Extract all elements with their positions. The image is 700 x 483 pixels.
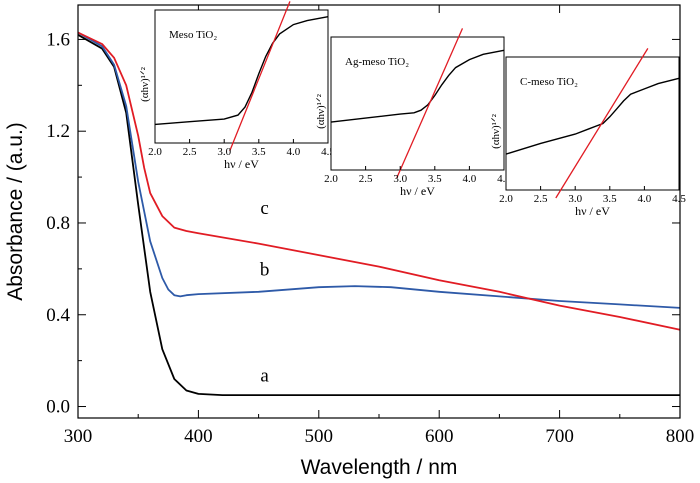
inset-x-tick-label: 4.0	[638, 193, 652, 205]
inset-x-tick-label: 4.5	[672, 193, 686, 205]
curve-label-a: a	[260, 365, 269, 386]
y-axis-title: Absorbance / (a.u.)	[4, 122, 27, 301]
series-line-c	[77, 31, 681, 331]
inset-x-tick-label: 2.0	[499, 193, 513, 205]
x-tick-label-500: 500	[305, 426, 334, 447]
inset-x-tick-label: 3.0	[393, 173, 407, 185]
y-tick-label-1.2: 1.2	[46, 121, 70, 142]
inset-x-tick-label: 2.5	[534, 193, 548, 205]
y-tick-label-0.4: 0.4	[46, 305, 70, 326]
inset-x-tick-label: 3.5	[428, 173, 442, 185]
inset-x-tick-label: 2.5	[359, 173, 373, 185]
inset-x-axis-title: hν / eV	[575, 204, 610, 218]
inset-x-tick-label: 2.0	[148, 146, 162, 158]
series-line-b	[77, 31, 681, 309]
y-tick-label-0.0: 0.0	[46, 397, 70, 418]
x-tick-label-400: 400	[184, 426, 213, 447]
x-tick-label-600: 600	[425, 426, 454, 447]
inset-curve	[154, 16, 329, 126]
inset-x-axis-title: hν / eV	[224, 157, 259, 171]
inset-fit-line	[396, 28, 464, 179]
inset-frame	[505, 56, 680, 191]
inset-x-tick-label: 4.0	[463, 173, 477, 185]
inset-curve	[505, 77, 680, 155]
inset-y-axis-title: (αhν)¹ᐟ²	[490, 113, 502, 149]
inset-x-tick-label: 3.5	[252, 146, 266, 158]
inset-x-tick-label: 3.0	[217, 146, 231, 158]
inset-x-tick-label: 4.0	[287, 146, 301, 158]
x-axis-title: Wavelength / nm	[301, 456, 458, 479]
inset-title: Meso TiO₂	[169, 29, 217, 41]
inset-x-tick-label: 2.0	[324, 173, 338, 185]
x-tick-label-700: 700	[545, 426, 574, 447]
inset-y-axis-title: (αhν)¹ᐟ²	[139, 66, 151, 102]
inset-curve	[330, 49, 505, 123]
inset-x-axis-title: hν / eV	[400, 184, 435, 198]
series-line-a	[77, 34, 680, 396]
inset-title: C-meso TiO₂	[520, 76, 578, 88]
curve-label-c: c	[260, 198, 268, 219]
inset-x-tick-label: 2.5	[183, 146, 197, 158]
curve-label-b: b	[260, 260, 270, 281]
inset-y-axis-title: (αhν)¹ᐟ²	[315, 93, 327, 129]
inset-panel-3: 2.0 2.5 3.0 3.5 4.0 4.5 C-meso TiO₂ hν / eV (αhν…	[490, 48, 686, 218]
inset-title: Ag-meso TiO₂	[345, 56, 409, 68]
y-tick-label-1.6: 1.6	[46, 29, 70, 50]
x-tick-label-800: 800	[666, 426, 695, 447]
inset-fit-line	[229, 1, 291, 152]
y-tick-label-0.8: 0.8	[46, 213, 70, 234]
inset-fit-line	[555, 48, 649, 199]
inset-x-tick-label: 3.5	[603, 193, 617, 205]
x-tick-label-300: 300	[64, 426, 93, 447]
inset-frame	[330, 36, 505, 171]
inset-x-tick-label: 3.0	[568, 193, 582, 205]
